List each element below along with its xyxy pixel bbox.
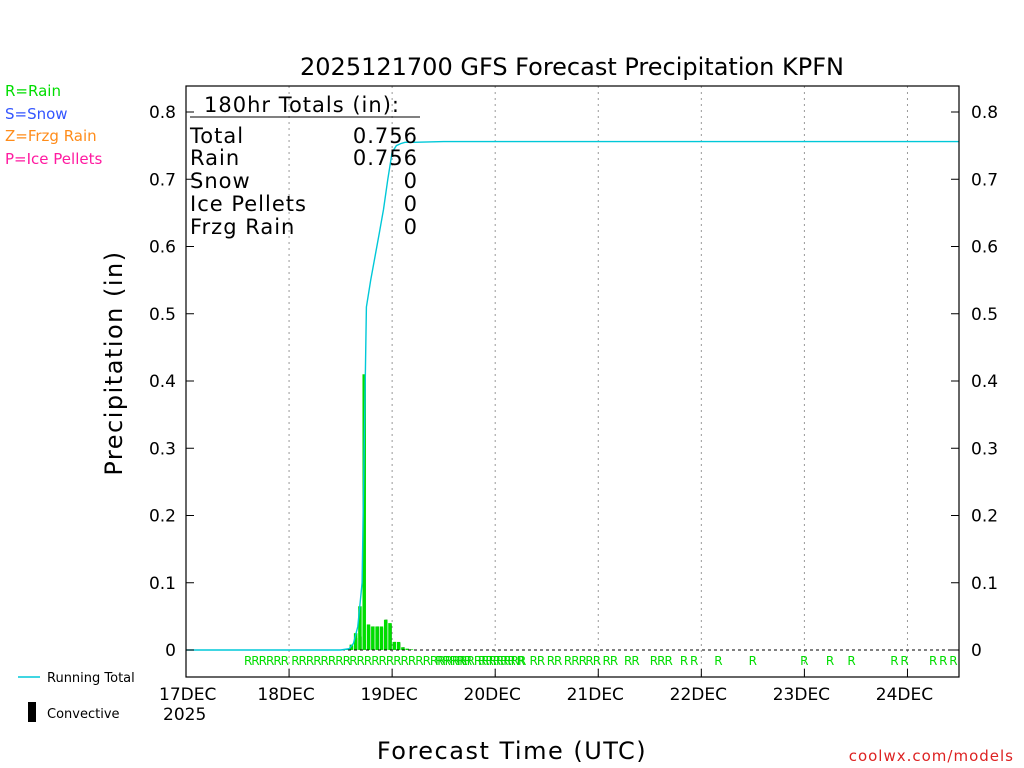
y-tick-label-right: 0.7 [971,170,998,190]
rain-bar [383,619,388,650]
y-tick-label-left: 0.3 [149,439,176,459]
rain-bar [396,641,401,650]
x-tick-label: 21DEC [567,685,624,705]
precip-type-mark: R [826,654,834,668]
rain-bar [349,644,354,650]
rain-bar [371,626,375,650]
precip-type-mark: R [714,654,722,668]
rain-bar [401,647,405,650]
precip-type-mark: RR [530,654,545,668]
totals-snow-label: Snow [190,169,251,193]
precip-type-marks: RRRRRR RRRRRRRR RRRRRRRRRRRRRRRRRRRRRRRRRR… [244,654,958,668]
rain-bar [392,641,397,650]
precip-type-mark: R R R [929,654,957,668]
y-tick-label-right: 0 [971,641,982,661]
rain-bar [409,649,414,650]
precip-type-mark: R [517,654,525,668]
totals-total-value: 0.756 [353,124,418,148]
precip-type-mark: RRRRRRRR [291,654,350,668]
y-tick-label-left: 0.2 [149,507,176,527]
y-tick-label-left: 0 [165,641,176,661]
plot-border [185,85,960,678]
totals-frzg-label: Frzg Rain [190,215,295,239]
running-total-legend-label: Running Total [47,671,135,686]
totals-ice-value: 0 [404,192,418,216]
x-axis-label: Forecast Time (UTC) [377,737,647,765]
totals-total-label: Total [189,124,244,148]
totals-header: 180hr Totals (in): [204,93,400,117]
legend-snow: S=Snow [5,105,68,123]
rain-bar [379,626,384,650]
totals-ice-label: Ice Pellets [190,192,307,216]
y-axis-label: Precipitation (in) [100,250,128,475]
credit-text: coolwx.com/models [849,747,1014,765]
precip-type-mark: RRRRR [478,654,515,668]
totals-rain-label: Rain [190,146,240,170]
y-tick-label-left: 0.7 [149,170,176,190]
series-legend: Running Total Convective [18,671,135,722]
precip-type-mark: RRR [564,654,587,668]
precip-type-mark: R R [680,654,698,668]
y-tick-label-left: 0.1 [149,574,176,594]
x-tick-label: 23DEC [773,685,830,705]
y-tick-label-right: 0.1 [971,574,998,594]
y-tick-label-left: 0.8 [149,103,176,123]
y-tick-label-right: 0.6 [971,238,998,258]
y-tick-label-left: 0.5 [149,305,176,325]
convective-legend-label: Convective [47,707,120,722]
y-axis-right-ticks: 0 0.1 0.2 0.3 0.4 0.5 0.6 0.7 0.8 [951,103,998,661]
x-tick-label: 22DEC [670,685,727,705]
x-axis-ticks: 17DEC 18DEC 19DEC 20DEC 21DEC 22DEC 23DEC 24DEC [159,669,933,705]
rain-bar [358,606,362,650]
rain-bar [405,648,409,650]
totals-frzg-value: 0 [404,215,418,239]
grid-lines [288,86,908,677]
rain-bar [362,374,366,650]
totals-snow-value: 0 [404,169,418,193]
y-tick-label-right: 0.8 [971,103,998,123]
rain-bar [388,623,392,650]
year-label: 2025 [163,705,206,725]
legend-ice-pellets: P=Ice Pellets [5,150,102,168]
precip-type-mark: R R [890,654,908,668]
y-tick-label-right: 0.5 [971,305,998,325]
x-tick-label: 17DEC [159,685,216,705]
totals-rain-value: 0.756 [353,146,418,170]
x-tick-label: 20DEC [464,685,521,705]
totals-box: 180hr Totals (in): Total 0.756 Rain 0.75… [189,93,420,239]
precip-type-mark: RR [585,654,600,668]
precip-type-mark: RR [457,654,472,668]
x-tick-label: 18DEC [257,685,314,705]
precip-type-mark: R [800,654,808,668]
precip-type-mark: RRRRRRRRRRRRRRRRRRRRRRRR [349,654,526,668]
precip-type-mark: RR [603,654,618,668]
y-tick-label-left: 0.4 [149,372,176,392]
y-axis-left-ticks: 0 0.1 0.2 0.3 0.4 0.5 0.6 0.7 0.8 [149,103,194,661]
y-tick-label-right: 0.3 [971,439,998,459]
precip-type-legend: R=Rain S=Snow Z=Frzg Rain P=Ice Pellets [5,82,102,168]
legend-rain: R=Rain [5,82,61,100]
y-tick-label-right: 0.4 [971,372,998,392]
precip-type-mark: RR [624,654,639,668]
chart-title: 2025121700 GFS Forecast Precipitation KP… [300,53,844,81]
rain-bar [375,626,379,650]
precip-type-mark: RRRR [435,654,465,668]
precip-type-mark: R [749,654,757,668]
y-tick-label-left: 0.6 [149,238,176,258]
precip-type-mark: RRR [650,654,673,668]
rain-bar [353,633,358,650]
precip-type-mark: RR [547,654,562,668]
rain-bar [366,624,371,650]
legend-frzg-rain: Z=Frzg Rain [5,127,97,145]
precip-type-mark: RRRRRR [244,654,289,668]
x-tick-label: 24DEC [876,685,933,705]
running-total-line [186,140,959,651]
x-tick-label: 19DEC [360,685,417,705]
y-tick-label-right: 0.2 [971,507,998,527]
convective-swatch [28,702,36,722]
plot-frame [185,85,960,678]
precip-type-mark: R [847,654,855,668]
rain-bars [345,374,414,650]
